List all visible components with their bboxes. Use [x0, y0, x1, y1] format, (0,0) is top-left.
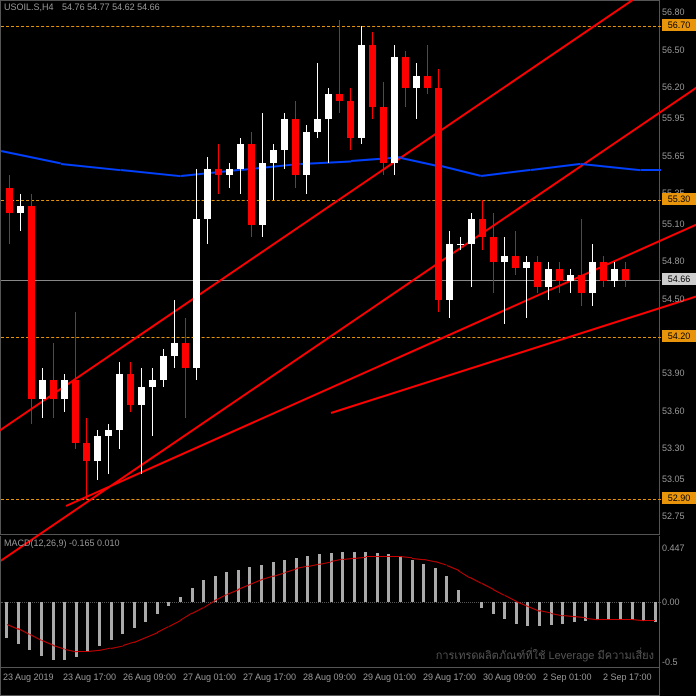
chart-container: USOIL.S,H4 54.76 54.77 54.62 54.66 MACD(…: [0, 0, 696, 696]
time-axis: 23 Aug 201923 Aug 17:0026 Aug 09:0027 Au…: [0, 668, 660, 696]
price-axis: 52.7553.0553.3053.6053.9054.2054.5054.80…: [660, 0, 696, 535]
watermark-text: การเทรดผลิตภัณฑ์ที่ใช้ Leverage มีความเส…: [436, 646, 654, 664]
macd-header: MACD(12,26,9) -0.165 0.010: [4, 538, 120, 548]
ohlc-label: 54.76 54.77 54.62 54.66: [62, 2, 160, 12]
chart-header: USOIL.S,H4 54.76 54.77 54.62 54.66: [4, 2, 160, 12]
symbol-label: USOIL.S,H4: [4, 2, 54, 12]
macd-axis: 0.4470.00-0.5: [660, 536, 696, 668]
main-price-chart[interactable]: [0, 0, 660, 535]
